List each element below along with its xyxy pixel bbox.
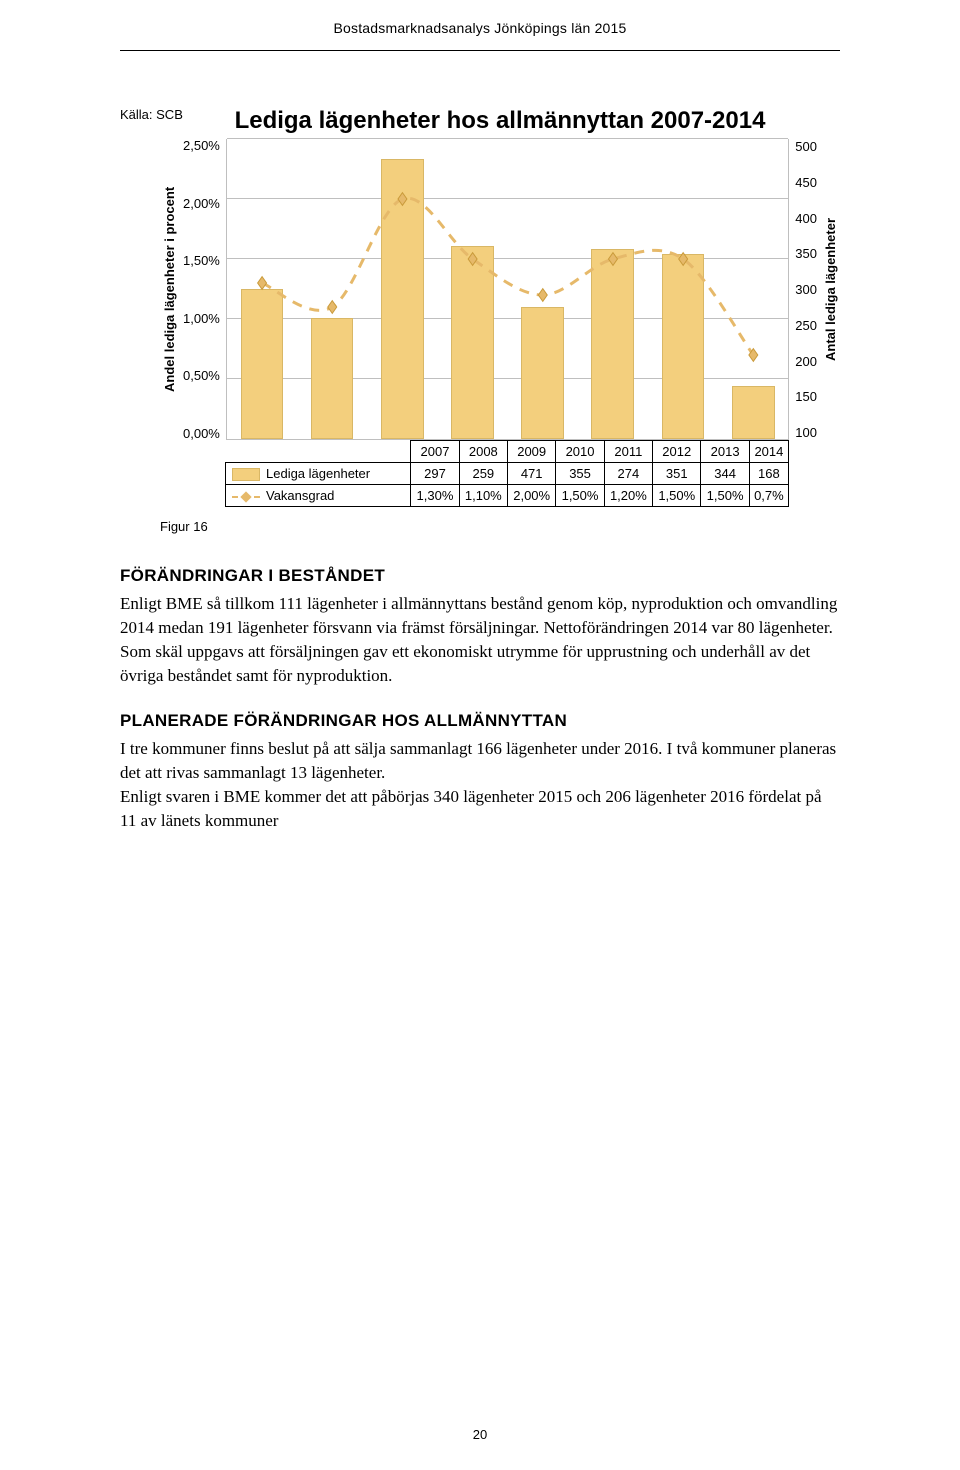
chart-figure: Lediga lägenheter hos allmännyttan 2007-…: [160, 107, 840, 534]
bar-cell: [437, 139, 507, 439]
bar: [451, 246, 494, 439]
table-cell: 1,30%: [411, 485, 459, 507]
legend-swatch-bars: [232, 468, 260, 481]
table-header-cell: 2014: [749, 441, 788, 463]
table-cell: 1,50%: [701, 485, 749, 507]
table-header-cell: 2007: [411, 441, 459, 463]
paragraph-2: I tre kommuner finns beslut på att sälja…: [120, 737, 840, 834]
data-table: 20072008200920102011201220132014 Lediga l…: [225, 440, 789, 507]
bar: [591, 249, 634, 439]
table-header-cell: 2009: [508, 441, 556, 463]
table-cell: 351: [653, 463, 701, 485]
table-header-cell: 2011: [604, 441, 652, 463]
y-left-label: Andel lediga lägenheter i procent: [160, 139, 179, 440]
table-header-cell: 2008: [459, 441, 507, 463]
y-right-tick: 100: [795, 425, 817, 440]
source-label: Källa: SCB: [120, 107, 183, 122]
page-number: 20: [0, 1427, 960, 1442]
y-left-tick: 1,50%: [183, 254, 220, 267]
table-cell: 355: [556, 463, 604, 485]
table-header-cell: 2013: [701, 441, 749, 463]
y-right-tick: 150: [795, 389, 817, 404]
table-cell: 2,00%: [508, 485, 556, 507]
bar: [241, 289, 284, 439]
section-heading-1: FÖRÄNDRINGAR I BESTÅNDET: [120, 566, 840, 586]
chart-area: Andel lediga lägenheter i procent 2,50%2…: [160, 139, 840, 440]
plot-area: [226, 139, 789, 440]
y-left-tick: 0,50%: [183, 369, 220, 382]
y-right-label: Antal lediga lägenheter: [821, 139, 840, 440]
section-heading-2: PLANERADE FÖRÄNDRINGAR HOS ALLMÄNNYTTAN: [120, 711, 840, 731]
table-cell: 1,50%: [653, 485, 701, 507]
y-right-tick: 500: [795, 139, 817, 154]
table-corner: [226, 441, 411, 463]
body-text: FÖRÄNDRINGAR I BESTÅNDET Enligt BME så t…: [120, 566, 840, 833]
y-right-tick: 200: [795, 354, 817, 369]
y-left-tick: 2,50%: [183, 139, 220, 152]
table-cell: 1,20%: [604, 485, 652, 507]
bar-cell: [508, 139, 578, 439]
chart-title: Lediga lägenheter hos allmännyttan 2007-…: [160, 107, 840, 135]
bar: [521, 307, 564, 440]
table-header-cell: 2012: [653, 441, 701, 463]
table-cell: 471: [508, 463, 556, 485]
y-left-ticks: 2,50% 2,00% 1,50% 1,00% 0,50% 0,00%: [179, 139, 226, 440]
table-label-line: Vakansgrad: [226, 485, 411, 507]
bars-container: [227, 139, 788, 439]
table-header-cell: 2010: [556, 441, 604, 463]
y-left-tick: 1,00%: [183, 312, 220, 325]
bar-cell: [227, 139, 297, 439]
legend-swatch-line: [232, 491, 260, 503]
table-cell: 274: [604, 463, 652, 485]
y-right-tick: 250: [795, 318, 817, 333]
table-label-bars: Lediga lägenheter: [226, 463, 411, 485]
y-right-tick: 300: [795, 282, 817, 297]
bar-cell: [648, 139, 718, 439]
table-cell: 297: [411, 463, 459, 485]
table-cell: 1,50%: [556, 485, 604, 507]
table-cell: 1,10%: [459, 485, 507, 507]
y-right-tick: 450: [795, 175, 817, 190]
figure-label: Figur 16: [160, 519, 840, 534]
y-left-tick: 2,00%: [183, 197, 220, 210]
diamond-icon: [240, 491, 251, 502]
y-left-tick: 0,00%: [183, 427, 220, 440]
paragraph-1: Enligt BME så tillkom 111 lägenheter i a…: [120, 592, 840, 689]
bar: [732, 386, 775, 439]
y-right-tick: 400: [795, 211, 817, 226]
y-right-tick: 350: [795, 246, 817, 261]
bar-cell: [367, 139, 437, 439]
table-cell: 259: [459, 463, 507, 485]
bar: [381, 159, 424, 439]
doc-header: Bostadsmarknadsanalys Jönköpings län 201…: [0, 0, 960, 44]
y-right-ticks: 500 450 400 350 300 250 200 150 100: [789, 139, 821, 440]
table-cell: 0,7%: [749, 485, 788, 507]
bar-cell: [578, 139, 648, 439]
bar: [662, 254, 705, 439]
table-cell: 344: [701, 463, 749, 485]
bar-cell: [718, 139, 788, 439]
bar-cell: [297, 139, 367, 439]
bar: [311, 318, 354, 439]
table-cell: 168: [749, 463, 788, 485]
